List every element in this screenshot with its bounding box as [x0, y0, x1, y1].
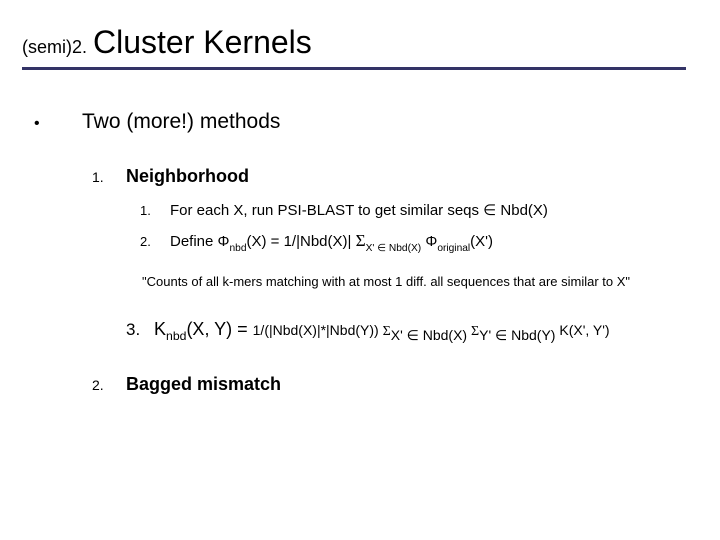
title-main: Cluster Kernels: [93, 24, 312, 61]
bullet-text: Two (more!) methods: [82, 110, 280, 134]
k-formula: Knbd(X, Y) = 1/(|Nbd(X)|*|Nbd(Y)) ΣX' ∈ …: [154, 319, 610, 344]
sub-1-text: For each X, run PSI-BLAST to get similar…: [170, 201, 548, 219]
sigma-icon: Σ: [356, 231, 366, 250]
K-pre: K: [154, 319, 166, 339]
item-2: 2. Bagged mismatch: [22, 374, 686, 395]
k-row: 3. Knbd(X, Y) = 1/(|Nbd(X)|*|Nbd(Y)) ΣX'…: [22, 319, 686, 344]
phi-def-prefix: Define Φ: [170, 233, 230, 250]
phi-orig-sub: original: [437, 243, 470, 254]
item-1-num: 1.: [92, 169, 126, 185]
title-underline: [22, 67, 686, 70]
phi-nbd-sub: nbd: [230, 243, 247, 254]
sub-1-num: 1.: [140, 203, 170, 218]
item-2-text: Bagged mismatch: [126, 374, 281, 395]
quote-text: "Counts of all k-mers matching with at m…: [142, 274, 630, 289]
bullet-marker: •: [34, 115, 82, 133]
sub-2-num: 2.: [140, 234, 170, 249]
item-2-num: 2.: [92, 377, 126, 393]
K-sub: nbd: [166, 329, 186, 343]
sigma-icon: Σ: [383, 324, 391, 339]
sub-2-text: Define Φnbd(X) = 1/|Nbd(X)| ΣX' ∈ Nbd(X)…: [170, 231, 493, 253]
sigma-sub-x: X' ∈ Nbd(X): [391, 327, 467, 343]
phi-tail: (X'): [470, 233, 493, 250]
K-small-1: 1/(|Nbd(X)|*|Nbd(Y)): [253, 322, 383, 338]
item-1-sub-2: 2. Define Φnbd(X) = 1/|Nbd(X)| ΣX' ∈ Nbd…: [22, 231, 686, 253]
k-num: 3.: [126, 320, 154, 340]
sigma-sub-1: X' ∈ Nbd(X): [366, 243, 422, 254]
phi-def-mid: (X) = 1/|Nbd(X)|: [247, 233, 356, 250]
phi-2: Φ: [421, 233, 437, 250]
K-mid: (X, Y) =: [186, 319, 252, 339]
bullet-row: • Two (more!) methods: [22, 110, 686, 134]
quote-row: "Counts of all k-mers matching with at m…: [22, 273, 686, 291]
sigma-icon: Σ: [471, 324, 479, 339]
title-prefix: (semi)2.: [22, 37, 87, 58]
item-1-sub-1: 1. For each X, run PSI-BLAST to get simi…: [22, 201, 686, 219]
K-tail: K(X', Y'): [555, 322, 609, 338]
title-row: (semi)2. Cluster Kernels: [22, 24, 686, 61]
item-1-text: Neighborhood: [126, 166, 249, 187]
item-1: 1. Neighborhood: [22, 166, 686, 187]
sigma-sub-y: Y' ∈ Nbd(Y): [479, 327, 555, 343]
slide-container: (semi)2. Cluster Kernels • Two (more!) m…: [0, 0, 720, 433]
